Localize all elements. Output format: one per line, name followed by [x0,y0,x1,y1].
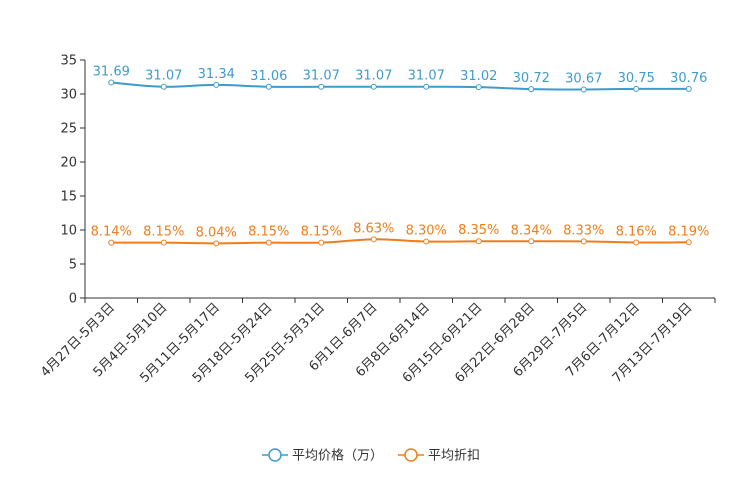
data-label: 31.07 [145,69,182,84]
data-label: 8.15% [143,225,184,240]
y-tick-label: 25 [60,122,77,137]
legend-label: 平均折扣 [428,449,480,464]
y-tick-label: 5 [69,258,77,273]
data-label: 8.15% [301,225,342,240]
data-point [580,238,587,245]
data-label: 31.07 [303,69,340,84]
data-label: 8.35% [458,223,499,238]
data-label: 8.14% [91,225,132,240]
data-point [633,239,640,246]
series-line-1 [111,238,689,245]
data-point [423,83,430,90]
data-label: 31.06 [250,69,287,84]
data-label: 31.07 [355,69,392,84]
data-label: 8.33% [563,223,604,238]
data-label: 31.07 [408,69,445,84]
data-point [108,79,115,86]
legend-item-1[interactable]: 平均折扣 [398,448,480,464]
data-label: 8.63% [353,221,394,236]
data-point [265,239,272,246]
legend-marker-icon [404,448,418,462]
y-tick-label: 35 [60,54,77,69]
data-point [213,240,220,247]
legend-marker-icon [268,448,282,462]
data-point [370,236,377,243]
legend-item-0[interactable]: 平均价格（万） [262,448,383,464]
data-point [108,239,115,246]
data-label: 8.16% [616,225,657,240]
legend-label: 平均价格（万） [292,448,383,464]
y-tick-label: 15 [60,190,77,205]
data-point [685,239,692,246]
data-label: 8.34% [511,223,552,238]
data-label: 8.19% [668,224,709,239]
data-point [160,239,167,246]
data-label: 30.75 [618,71,655,86]
data-label: 8.04% [196,225,237,240]
y-tick-label: 20 [60,156,77,171]
series-line-0 [111,81,689,91]
axes-group: 051015202530354月27日-5月3日5月4日-5月10日5月11日-… [38,54,716,386]
data-point [528,86,535,93]
data-point [685,85,692,92]
data-label: 31.02 [460,69,497,84]
data-point [370,83,377,90]
data-point [318,239,325,246]
data-point [475,238,482,245]
data-point [265,83,272,90]
data-point [475,84,482,91]
data-label: 31.69 [93,65,130,80]
data-label: 31.34 [198,67,235,82]
data-point [318,83,325,90]
data-point [423,238,430,245]
data-label: 30.76 [670,71,707,86]
y-tick-label: 30 [60,88,77,103]
data-point [160,83,167,90]
data-point [528,238,535,245]
data-point [213,81,220,88]
data-point [633,85,640,92]
data-label: 8.15% [248,225,289,240]
data-label: 30.67 [565,71,602,86]
y-tick-label: 10 [60,224,77,239]
data-point [580,86,587,93]
data-label: 8.30% [406,224,447,239]
y-tick-label: 0 [69,292,77,307]
legend[interactable]: 平均价格（万） 平均折扣 [262,448,480,464]
series-group: 31.69 31.07 31.34 31.06 31.07 31.07 31.07 31.02… [91,65,709,247]
data-label: 30.72 [513,71,550,86]
